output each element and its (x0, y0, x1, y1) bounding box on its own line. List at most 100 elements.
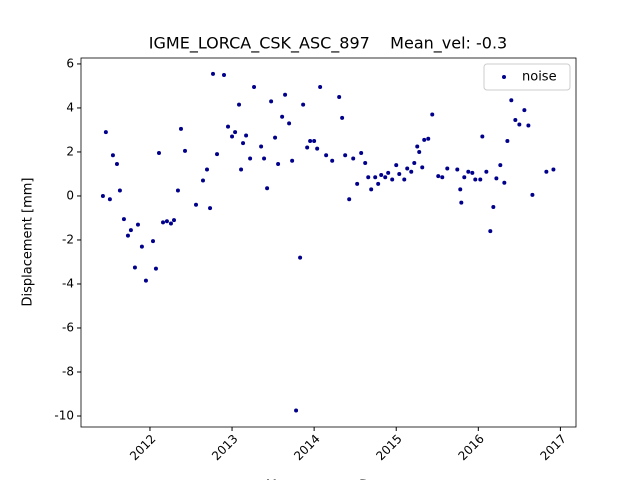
data-point (386, 170, 391, 175)
data-point (526, 123, 531, 128)
data-point (505, 138, 510, 143)
data-point (517, 122, 522, 127)
data-point (287, 121, 292, 126)
data-point (164, 219, 169, 224)
data-point (390, 177, 395, 182)
y-tick-label: -4 (62, 276, 74, 290)
data-point (103, 130, 108, 135)
plot-frame (80, 57, 577, 428)
data-point (215, 152, 220, 157)
data-point (415, 144, 420, 149)
y-tick-label: -10 (54, 408, 74, 422)
data-point (153, 266, 158, 271)
data-point (459, 200, 464, 205)
data-point (290, 158, 295, 163)
data-point (269, 99, 274, 104)
data-point (343, 153, 348, 158)
data-point (383, 175, 388, 180)
y-tick-label: 0 (66, 188, 74, 202)
y-tick-label: 4 (66, 100, 74, 114)
data-point (107, 197, 112, 202)
data-point (308, 138, 313, 143)
data-point (194, 202, 199, 207)
data-point (412, 160, 417, 165)
data-point (369, 187, 374, 192)
y-tick-label: -8 (62, 364, 74, 378)
data-point (237, 102, 242, 107)
data-point (351, 156, 356, 161)
data-point (259, 144, 264, 149)
data-point (239, 167, 244, 172)
data-point (359, 151, 364, 156)
data-point (265, 186, 270, 191)
data-point (445, 166, 450, 171)
data-point (426, 136, 431, 141)
data-point (436, 174, 441, 179)
data-point (244, 133, 249, 138)
data-point (324, 153, 329, 158)
data-point (397, 171, 402, 176)
data-point (175, 188, 180, 193)
data-point (230, 134, 235, 139)
data-point (379, 173, 384, 178)
data-point (183, 148, 188, 153)
data-point (283, 92, 288, 97)
data-point (376, 181, 381, 186)
data-point (488, 229, 493, 234)
data-point (405, 166, 410, 171)
data-point (402, 177, 407, 182)
data-point (172, 218, 177, 223)
data-point (422, 137, 427, 142)
data-point (301, 102, 306, 107)
data-point (241, 141, 246, 146)
data-point (373, 175, 378, 180)
data-point (252, 85, 257, 90)
data-point (121, 217, 126, 222)
data-point (494, 176, 499, 181)
data-point (294, 408, 299, 413)
data-point (551, 167, 556, 172)
data-point (211, 71, 215, 76)
legend-label: noise (522, 70, 557, 85)
x-axis-label: Measurement Date (266, 479, 390, 480)
data-point (117, 188, 122, 193)
data-point (530, 192, 535, 197)
data-point (156, 151, 161, 156)
data-point (347, 197, 352, 202)
data-point (125, 233, 130, 238)
legend-marker (502, 75, 506, 79)
data-point (276, 162, 281, 167)
data-point (455, 167, 460, 172)
data-point (420, 165, 425, 170)
data-point (394, 163, 399, 168)
data-point (298, 255, 303, 260)
data-point (178, 126, 183, 131)
data-point (315, 146, 320, 151)
data-point (498, 163, 503, 168)
chart-title: IGME_LORCA_CSK_ASC_897 Mean_vel: -0.3 (149, 34, 507, 54)
data-point (417, 149, 422, 154)
data-point (150, 239, 155, 244)
data-point (340, 115, 345, 120)
data-point (114, 162, 119, 167)
y-tick-label: 6 (66, 56, 74, 70)
data-point (305, 145, 310, 150)
data-point (208, 206, 213, 211)
data-point (135, 222, 140, 227)
data-point (478, 177, 483, 182)
data-point (366, 175, 371, 180)
data-point (355, 181, 360, 186)
data-point (480, 134, 485, 139)
data-point (458, 187, 463, 192)
data-point (273, 135, 278, 140)
data-point (226, 124, 231, 129)
data-point (161, 220, 166, 225)
data-point (168, 221, 173, 226)
data-point (233, 130, 238, 135)
data-point (318, 85, 323, 90)
data-point (280, 114, 285, 119)
data-point (502, 180, 507, 185)
y-tick-label: 2 (66, 144, 74, 158)
data-point (484, 169, 489, 174)
